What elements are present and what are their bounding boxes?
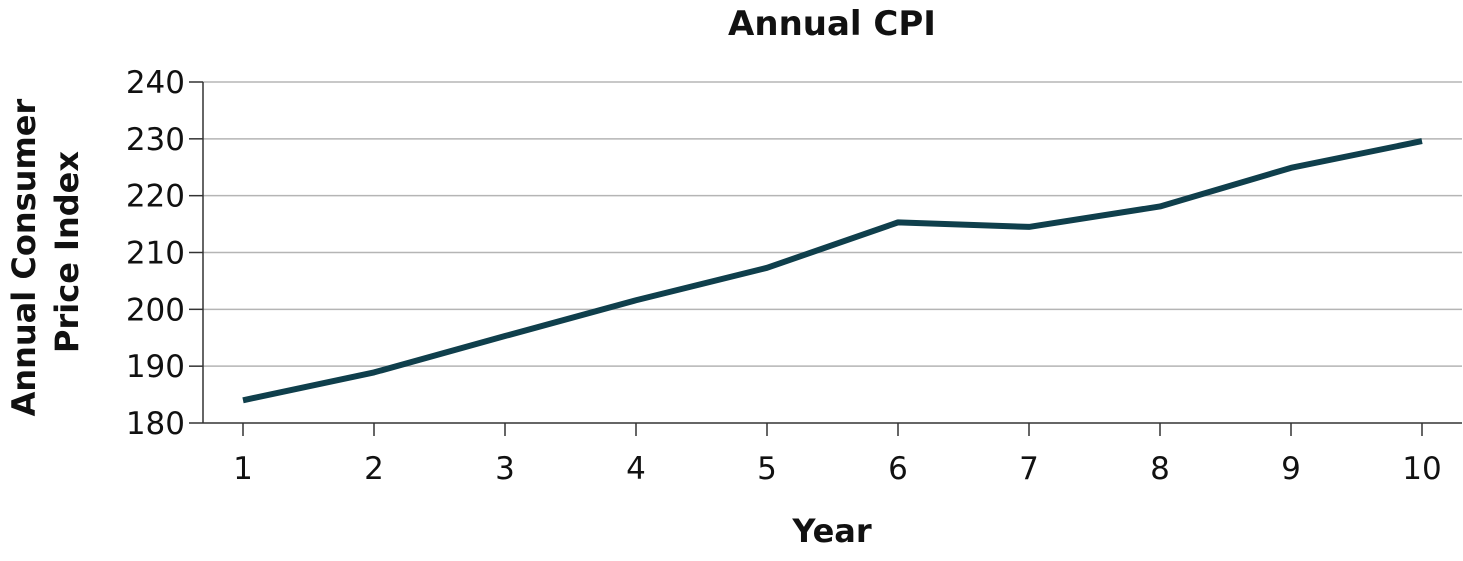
y-tick-label: 220 — [126, 179, 185, 215]
y-tick-label: 240 — [126, 65, 185, 101]
x-axis-label: Year — [791, 512, 872, 550]
y-tick-label: 200 — [126, 292, 185, 328]
y-tick-label: 190 — [126, 349, 185, 385]
axes — [189, 81, 1462, 436]
chart-title: Annual CPI — [728, 4, 936, 44]
x-tick-label: 1 — [233, 451, 253, 487]
y-axis-label-line2: Price Index — [48, 151, 86, 353]
x-tick-labels: 1 2 3 4 5 6 7 8 9 10 — [233, 451, 1442, 487]
x-tick-label: 8 — [1150, 451, 1170, 487]
x-tick-label: 7 — [1019, 451, 1039, 487]
y-tick-label: 210 — [126, 236, 185, 272]
y-tick-label: 230 — [126, 122, 185, 158]
y-axis-label-line1: Annual Consumer — [5, 98, 43, 416]
y-tick-labels: 180 190 200 210 220 230 240 — [126, 65, 185, 442]
series-line — [242, 138, 1423, 404]
x-tick-label: 9 — [1281, 451, 1301, 487]
x-tick-label: 5 — [757, 451, 777, 487]
y-axis-label: Annual Consumer Price Index — [5, 88, 86, 417]
y-tick-label: 180 — [126, 406, 185, 442]
x-tick-label: 10 — [1402, 451, 1441, 487]
x-tick-label: 4 — [626, 451, 646, 487]
x-tick-label: 3 — [495, 451, 515, 487]
x-tick-label: 6 — [888, 451, 908, 487]
x-tick-label: 2 — [364, 451, 384, 487]
gridlines — [203, 81, 1462, 367]
